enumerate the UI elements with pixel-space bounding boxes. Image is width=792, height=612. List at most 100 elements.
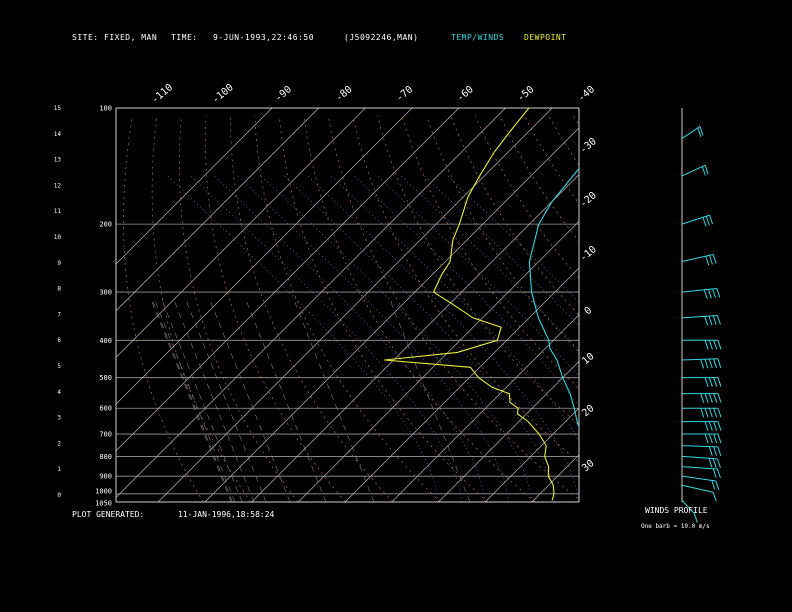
top-temp-tick-label: -40 xyxy=(576,84,597,104)
height-tick-label: 8 xyxy=(57,286,61,293)
isotherm-line xyxy=(116,108,273,265)
wind-barb-flag xyxy=(704,165,709,175)
wind-barb-flag xyxy=(708,421,713,431)
moist-adiabat xyxy=(447,175,579,303)
wind-barb-flag xyxy=(707,289,712,299)
wind-barb-flag xyxy=(703,289,708,299)
wind-barb-flag xyxy=(708,315,713,326)
isotherm-line xyxy=(251,174,579,502)
wind-barb-flag xyxy=(712,254,717,264)
wind-barb-shaft xyxy=(681,164,706,177)
wind-barb-shaft xyxy=(681,126,701,139)
wind-barb-flag xyxy=(704,421,709,431)
isotherm-line xyxy=(672,108,792,502)
right-temp-tick-label: -30 xyxy=(578,136,599,156)
plot-frame xyxy=(115,107,580,503)
wind-barb-flag xyxy=(708,393,713,403)
wind-barb-flag xyxy=(704,393,709,403)
mixing-ratio-line xyxy=(209,299,291,502)
moist-adiabat xyxy=(400,175,579,352)
wind-barb-flag xyxy=(697,127,702,138)
wind-barb-flag xyxy=(708,458,713,468)
height-tick-label: 3 xyxy=(57,415,61,422)
top-temp-tick-label: -110 xyxy=(150,82,176,106)
wind-barb-flag xyxy=(713,377,718,387)
wind-barb-flag xyxy=(700,393,705,403)
wind-barb-shaft xyxy=(681,358,718,361)
wind-barb-shaft xyxy=(681,214,710,225)
height-tick-label: 7 xyxy=(57,311,61,318)
moist-adiabat xyxy=(353,175,579,407)
dry-adiabat xyxy=(573,116,579,126)
isotherm-line xyxy=(298,220,579,502)
pressure-tick-label: 900 xyxy=(99,473,112,481)
wind-barb-flag xyxy=(708,340,713,350)
dry-adiabat xyxy=(377,116,579,426)
top-temp-tick-label: -80 xyxy=(334,84,355,104)
wind-barb-flag xyxy=(716,468,721,479)
wind-barb-flag xyxy=(716,315,721,325)
moist-adiabat xyxy=(237,175,509,502)
pressure-tick-label: 600 xyxy=(99,405,112,413)
wind-barb-shaft xyxy=(681,287,717,293)
station-id: (J5092246,MAN) xyxy=(344,33,419,42)
mixing-ratio-line xyxy=(152,299,233,502)
moist-adiabat xyxy=(213,175,486,502)
wind-barb-flag xyxy=(709,214,714,225)
isotherm-line xyxy=(204,127,579,502)
height-tick-label: 1 xyxy=(57,466,61,473)
wind-barb-flag xyxy=(712,315,717,325)
wind-barb-shaft xyxy=(681,475,716,482)
dry-adiabat xyxy=(151,116,251,502)
isotherm-line xyxy=(719,108,792,502)
chart-grid xyxy=(116,108,792,502)
dry-adiabat xyxy=(426,116,579,353)
wind-barb-flag xyxy=(712,468,717,478)
height-tick-label: 14 xyxy=(54,131,62,138)
mixing-ratio-line xyxy=(161,299,243,502)
height-tick-label: 6 xyxy=(57,337,61,344)
plot-generated-value: 11-JAN-1996,18:58:24 xyxy=(178,510,275,519)
dry-adiabat xyxy=(696,116,792,502)
wind-barb-shaft xyxy=(681,314,718,319)
height-tick-label: 4 xyxy=(57,389,61,396)
pressure-tick-label: 500 xyxy=(99,374,112,382)
isotherm-line xyxy=(578,501,579,502)
wind-barb-shaft xyxy=(681,484,714,493)
top-temp-tick-label: -50 xyxy=(516,84,537,104)
wind-barb-flag xyxy=(700,359,705,369)
site-value: FIXED, MAN xyxy=(104,33,158,42)
wind-barb-flag xyxy=(712,458,717,468)
moist-adiabat xyxy=(190,175,463,502)
mixing-ratio-line xyxy=(185,299,267,502)
dry-adiabat xyxy=(475,116,579,279)
dry-adiabat xyxy=(303,116,536,502)
wind-barb-flag xyxy=(717,446,722,456)
pressure-tick-label: 100 xyxy=(99,105,112,113)
pressure-tick-label: 300 xyxy=(99,289,112,297)
moist-adiabat xyxy=(330,175,579,442)
dry-adiabat xyxy=(524,116,579,205)
wind-barb-flag xyxy=(717,340,722,350)
wind-barb-flag xyxy=(715,480,720,491)
time-value: 9-JUN-1993,22:46:50 xyxy=(213,33,315,42)
dry-adiabat xyxy=(623,116,792,502)
profile-series xyxy=(384,108,579,501)
top-temp-tick-label: -90 xyxy=(273,84,294,104)
wind-barb-flag xyxy=(717,433,722,444)
isotherm-line xyxy=(116,108,319,312)
wind-barb-flag xyxy=(708,255,713,265)
isotherm-line xyxy=(484,407,579,502)
moist-adiabat xyxy=(167,175,439,502)
wind-barb-flag xyxy=(713,421,718,431)
wind-barb-flag xyxy=(704,433,709,444)
wind-barb-flag xyxy=(713,433,718,444)
wind-barb-flag xyxy=(704,316,709,326)
pressure-tick-label: 700 xyxy=(99,431,112,439)
wind-barb-flag xyxy=(717,377,722,387)
isotherm-line xyxy=(157,108,553,502)
height-tick-label: 12 xyxy=(54,182,62,189)
wind-barb-flag xyxy=(711,480,716,490)
winds-scale-note: One barb = 10.0 m/s xyxy=(641,523,710,530)
wind-barb-flag xyxy=(699,126,704,136)
